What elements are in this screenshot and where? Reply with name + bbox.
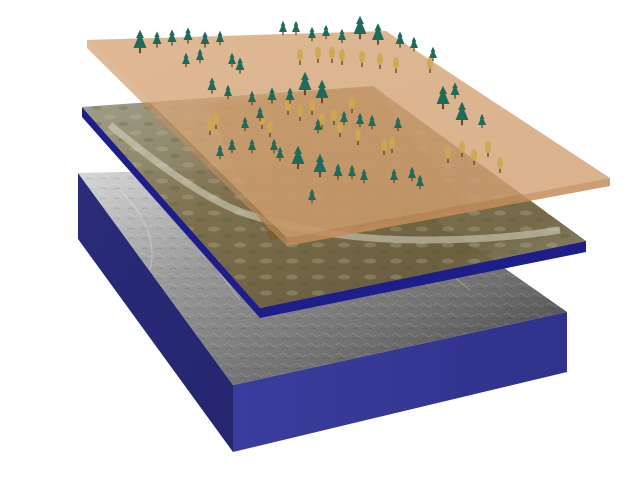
- conifer-tree-icon: [436, 85, 450, 110]
- conifer-tree-icon: [267, 87, 277, 104]
- conifer-tree-icon: [455, 101, 469, 126]
- conifer-tree-icon: [333, 163, 343, 180]
- deciduous-tree-icon: [267, 121, 273, 137]
- conifer-tree-icon: [395, 31, 405, 48]
- conifer-tree-icon: [133, 29, 147, 54]
- conifer-tree-icon: [291, 145, 305, 170]
- conifer-tree-icon: [313, 153, 327, 178]
- conifer-tree-icon: [285, 87, 295, 104]
- elevation-block-front-side: [233, 312, 567, 452]
- conifer-tree-icon: [200, 31, 210, 48]
- conifer-tree-icon: [308, 26, 316, 42]
- deciduous-tree-icon: [355, 129, 361, 145]
- tree-group: [133, 15, 503, 204]
- vegetation-layer: [87, 31, 610, 246]
- deciduous-tree-icon: [315, 47, 321, 63]
- conifer-tree-icon: [390, 168, 398, 184]
- conifer-tree-icon: [248, 138, 256, 154]
- deciduous-tree-icon: [349, 97, 355, 113]
- conifer-tree-icon: [416, 174, 424, 190]
- conifer-tree-icon: [216, 30, 224, 46]
- conifer-tree-icon: [429, 46, 437, 62]
- elevation-block-left-side: [78, 173, 233, 452]
- deciduous-tree-icon: [377, 53, 383, 69]
- conifer-tree-icon: [410, 36, 418, 52]
- conifer-tree-icon: [182, 52, 190, 68]
- deciduous-tree-icon: [445, 147, 451, 163]
- conifer-tree-icon: [167, 29, 177, 46]
- conifer-tree-icon: [353, 15, 367, 40]
- conifer-tree-icon: [276, 146, 284, 162]
- conifer-tree-icon: [224, 84, 232, 100]
- deciduous-tree-icon: [485, 141, 491, 157]
- conifer-tree-icon: [315, 79, 329, 104]
- vegetation-surface: [87, 31, 610, 238]
- conifer-tree-icon: [235, 57, 245, 74]
- conifer-tree-icon: [478, 113, 486, 129]
- deciduous-tree-icon: [207, 119, 213, 135]
- conifer-tree-icon: [360, 168, 368, 184]
- deciduous-tree-icon: [427, 57, 433, 73]
- conifer-tree-icon: [256, 106, 264, 122]
- vegetation-front-edge: [287, 178, 610, 246]
- conifer-tree-icon: [279, 20, 287, 36]
- deciduous-tree-icon: [393, 57, 399, 73]
- deciduous-tree-icon: [337, 121, 343, 137]
- conifer-tree-icon: [270, 138, 278, 154]
- conifer-tree-icon: [216, 144, 224, 160]
- deciduous-tree-icon: [497, 157, 503, 173]
- deciduous-tree-icon: [471, 149, 477, 165]
- deciduous-tree-icon: [297, 49, 303, 65]
- deciduous-tree-icon: [309, 99, 315, 115]
- conifer-tree-icon: [314, 118, 322, 134]
- conifer-tree-icon: [152, 31, 162, 48]
- conifer-tree-icon: [207, 77, 217, 94]
- conifer-tree-icon: [450, 82, 460, 99]
- conifer-tree-icon: [348, 164, 356, 180]
- conifer-tree-icon: [248, 90, 256, 106]
- conifer-tree-icon: [356, 112, 364, 128]
- conifer-tree-icon: [241, 116, 249, 132]
- conifer-tree-icon: [308, 188, 316, 204]
- vegetation-left-edge: [87, 40, 287, 246]
- deciduous-tree-icon: [319, 113, 325, 129]
- conifer-tree-icon: [372, 23, 384, 45]
- conifer-tree-icon: [292, 20, 300, 36]
- conifer-tree-icon: [408, 166, 416, 182]
- deciduous-tree-icon: [329, 47, 335, 63]
- deciduous-tree-icon: [389, 137, 395, 153]
- conifer-tree-icon: [394, 116, 402, 132]
- conifer-tree-icon: [340, 110, 348, 126]
- conifer-tree-icon: [183, 27, 193, 44]
- land-cover-left-edge: [82, 107, 260, 318]
- conifer-tree-icon: [368, 114, 376, 130]
- conifer-tree-icon: [338, 28, 346, 44]
- land-cover-front-edge: [260, 241, 586, 318]
- conifer-tree-icon: [228, 52, 236, 68]
- deciduous-tree-icon: [213, 113, 219, 129]
- deciduous-tree-icon: [359, 51, 365, 67]
- deciduous-tree-icon: [381, 139, 387, 155]
- deciduous-tree-icon: [331, 109, 337, 125]
- deciduous-tree-icon: [297, 105, 303, 121]
- conifer-tree-icon: [228, 138, 236, 154]
- deciduous-tree-icon: [459, 141, 465, 157]
- conifer-tree-icon: [196, 48, 204, 64]
- conifer-tree-icon: [298, 71, 312, 96]
- deciduous-tree-icon: [339, 49, 345, 65]
- conifer-tree-icon: [322, 24, 330, 40]
